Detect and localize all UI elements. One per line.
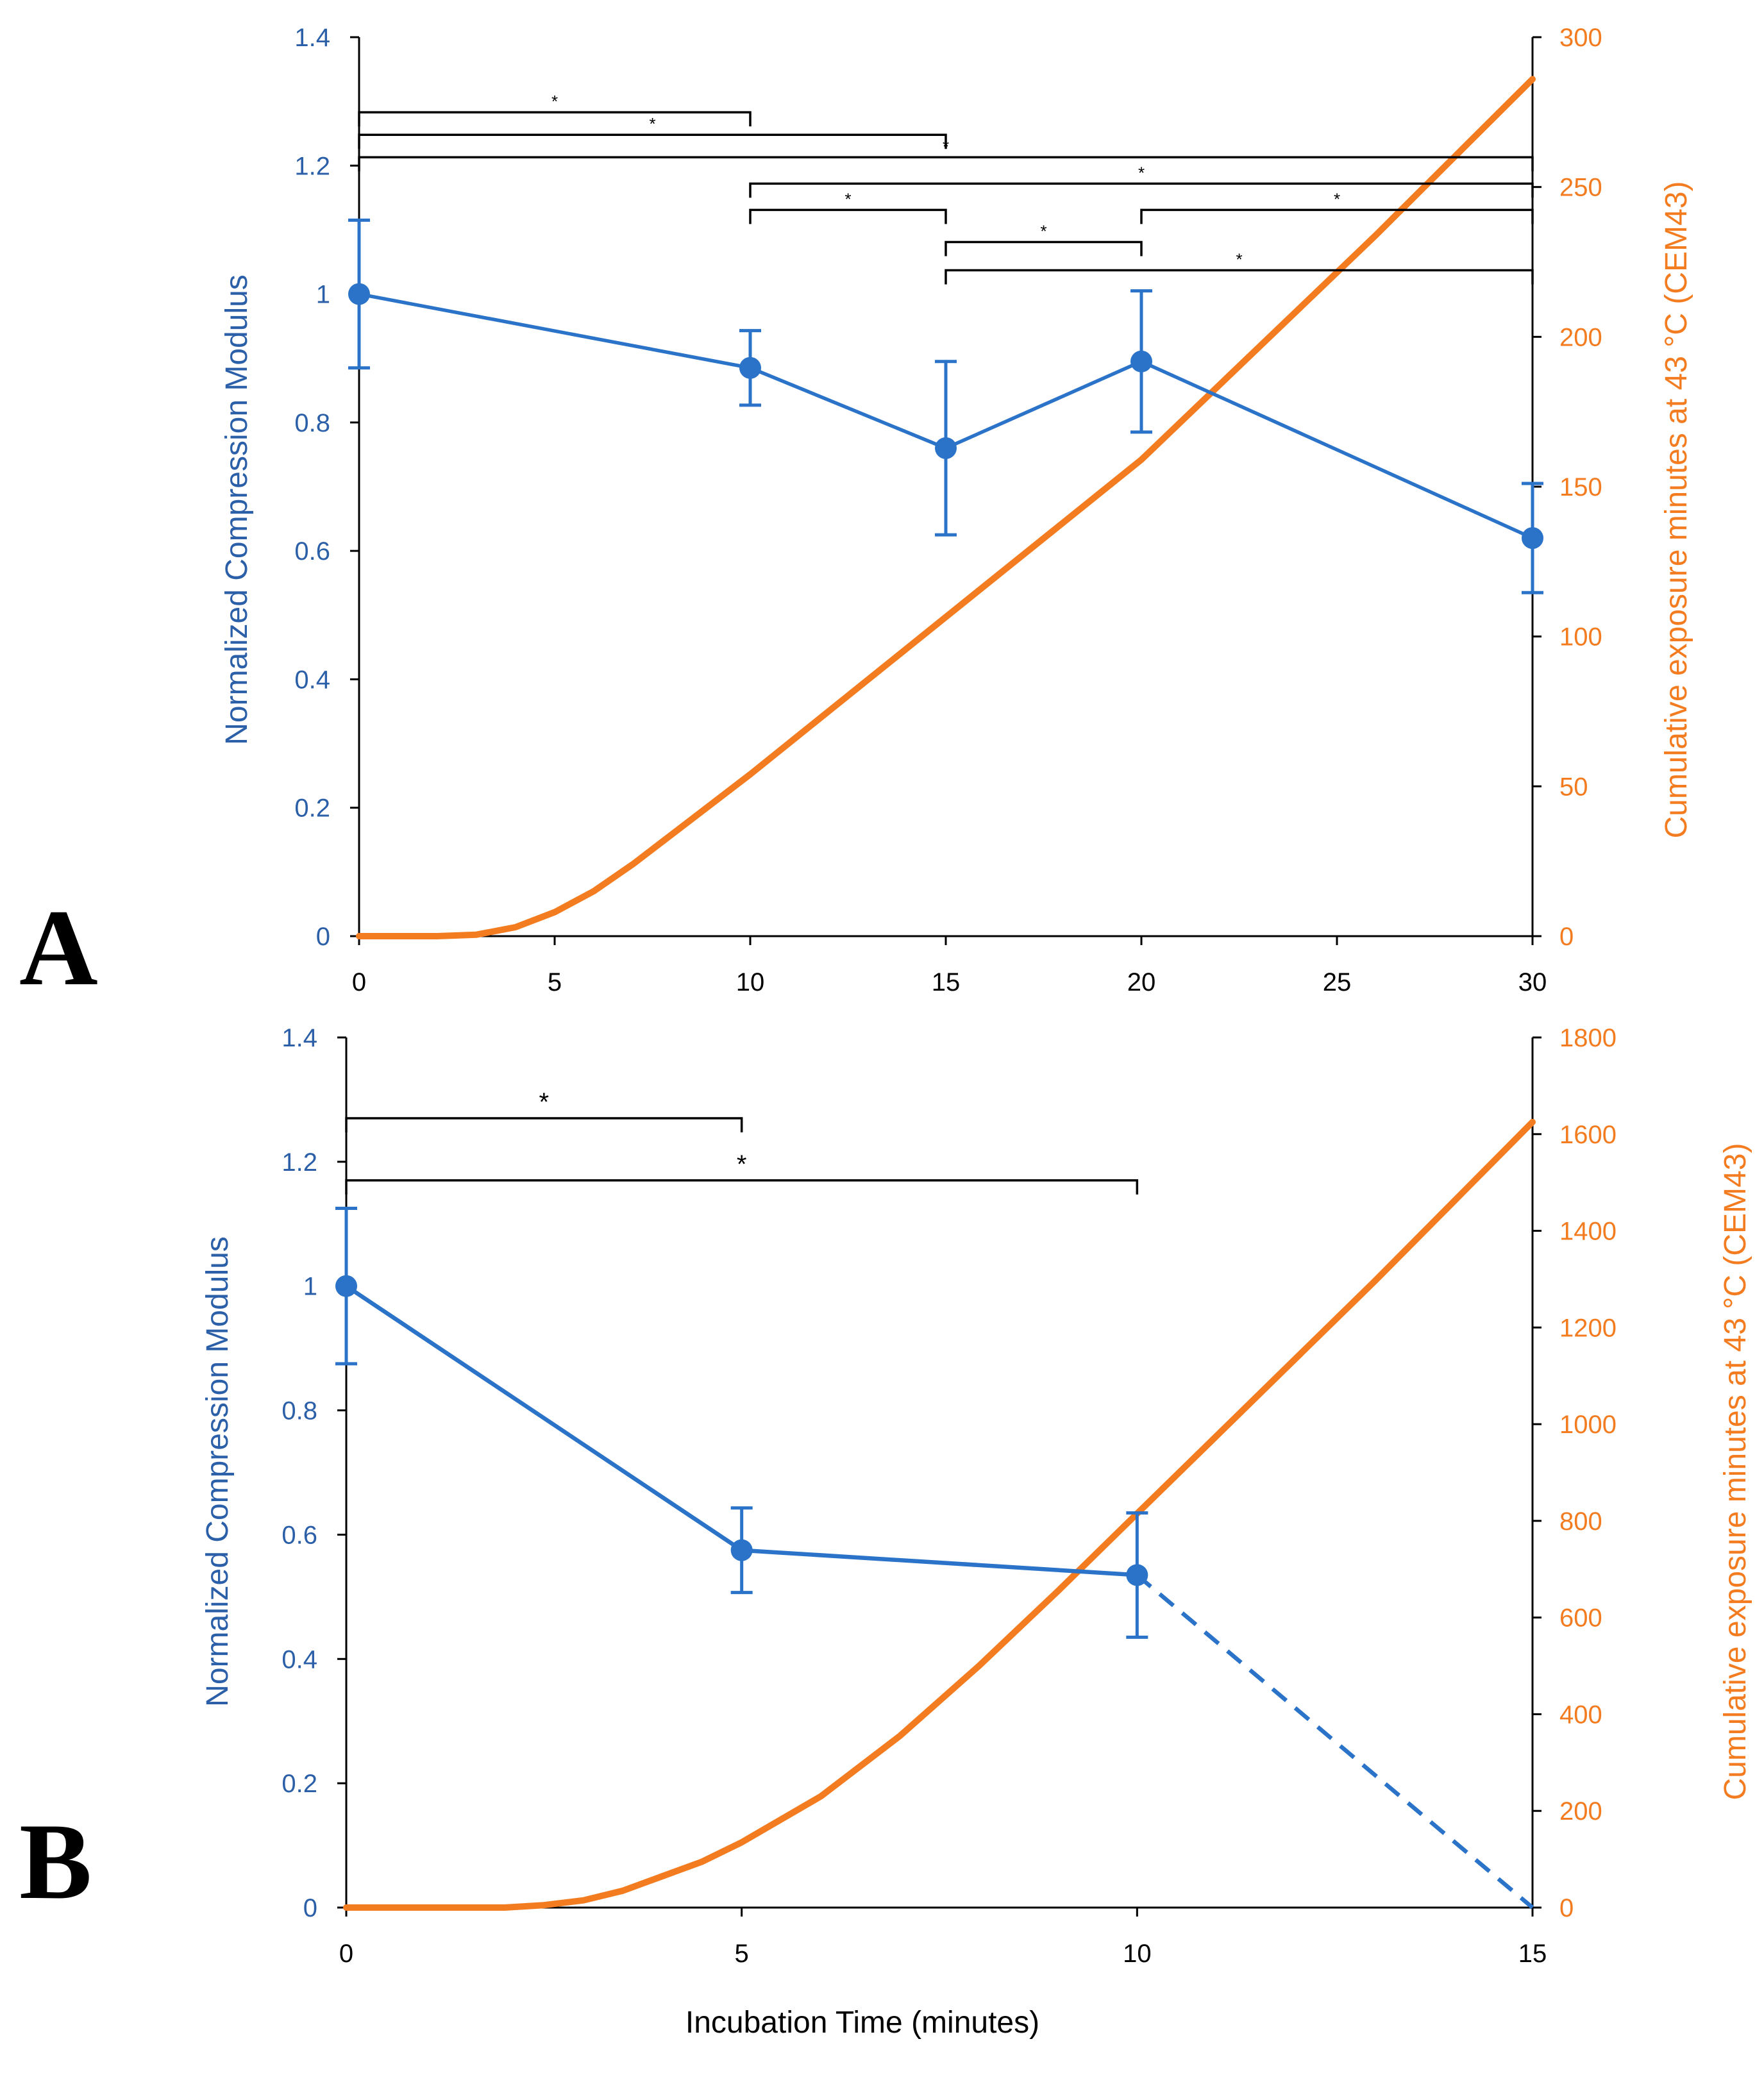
y-left-axis-title: Normalized Compression Modulus <box>220 274 254 745</box>
x-tick-label: 10 <box>1123 1940 1152 1968</box>
modulus-data-point <box>739 357 761 379</box>
y-right-tick-label: 300 <box>1559 24 1602 52</box>
y-left-tick-label: 1 <box>303 1273 317 1301</box>
y-right-tick-label: 250 <box>1559 174 1602 202</box>
significance-star: * <box>539 1088 550 1116</box>
x-tick-label: 15 <box>1518 1940 1547 1968</box>
significance-bracket <box>749 182 1534 198</box>
y-right-tick-label: 200 <box>1559 323 1602 351</box>
y-left-tick-label: 1.4 <box>281 1024 317 1052</box>
y-left-tick-label: 0.4 <box>294 666 330 694</box>
y-right-tick-label: 600 <box>1559 1604 1602 1632</box>
panel-a: 0 0.2 0.4 0.6 0.8 1 1.2 1.4 0 50 100 150 200 250 300 0 5… <box>19 24 1693 1008</box>
cem43-series-line <box>356 76 1536 939</box>
significance-bracket <box>358 133 947 149</box>
x-tick-label: 30 <box>1518 968 1547 996</box>
modulus-data-point <box>730 1539 753 1561</box>
y-right-tick-label: 0 <box>1559 923 1574 951</box>
significance-bracket <box>1140 208 1534 224</box>
panel-label: A <box>19 887 98 1008</box>
x-tick-label: 0 <box>339 1940 353 1968</box>
significance-bracket <box>945 269 1534 285</box>
y-left-axis-title: Normalized Compression Modulus <box>201 1236 235 1707</box>
x-tick-label: 20 <box>1127 968 1156 996</box>
modulus-data-point <box>335 1275 357 1297</box>
y-left-tick-label: 0.2 <box>281 1770 317 1798</box>
y-left-tick-label: 0.8 <box>281 1397 317 1425</box>
x-tick-label: 0 <box>352 968 366 996</box>
modulus-data-point <box>935 437 957 459</box>
significance-star: * <box>943 137 949 156</box>
x-tick-label: 25 <box>1323 968 1352 996</box>
significance-star: * <box>551 92 558 111</box>
y-right-tick-label: 1800 <box>1559 1024 1617 1052</box>
panel-b: 0 0.2 0.4 0.6 0.8 1 1.2 1.4 0 200 400 600 800 1000 120… <box>19 1024 1752 1968</box>
significance-bracket <box>358 111 752 127</box>
x-tick-label: 5 <box>548 968 562 996</box>
significance-star: * <box>844 189 851 208</box>
modulus-data-point <box>348 283 370 305</box>
significance-star: * <box>1334 189 1340 208</box>
y-right-tick-label: 50 <box>1559 773 1588 801</box>
y-left-tick-label: 0.4 <box>281 1645 317 1674</box>
y-right-tick-label: 1400 <box>1559 1218 1617 1246</box>
y-left-tick-label: 1.4 <box>294 24 330 52</box>
modulus-extrapolation-dashed-line <box>1136 1573 1534 1909</box>
y-left-tick-label: 0.6 <box>294 537 330 566</box>
x-tick-label: 15 <box>932 968 961 996</box>
y-right-axis-title: Cumulative exposure minutes at 43 °C (CE… <box>1659 181 1693 839</box>
y-right-tick-label: 150 <box>1559 473 1602 501</box>
y-left-tick-label: 0.8 <box>294 409 330 437</box>
y-right-tick-label: 200 <box>1559 1797 1602 1825</box>
y-left-tick-label: 1.2 <box>294 152 330 180</box>
y-left-tick-label: 0 <box>316 923 330 951</box>
y-left-tick-label: 1.2 <box>281 1148 317 1177</box>
y-left-tick-label: 0.2 <box>294 794 330 823</box>
y-right-tick-label: 400 <box>1559 1700 1602 1729</box>
y-right-tick-label: 100 <box>1559 623 1602 651</box>
modulus-data-point <box>1126 1564 1148 1586</box>
modulus-data-point <box>1522 527 1543 550</box>
panel-label: B <box>19 1801 92 1922</box>
x-tick-label: 10 <box>736 968 765 996</box>
cem43-series-line <box>343 1118 1536 1911</box>
y-right-tick-label: 1200 <box>1559 1314 1617 1342</box>
significance-bracket <box>345 1179 1139 1195</box>
modulus-data-point <box>1130 350 1152 373</box>
y-left-tick-label: 0 <box>303 1894 317 1922</box>
significance-bracket <box>749 208 947 224</box>
significance-star: * <box>649 114 655 133</box>
significance-star: * <box>1040 221 1046 240</box>
significance-bracket <box>345 1117 743 1133</box>
y-right-tick-label: 0 <box>1559 1894 1574 1922</box>
significance-bracket <box>945 240 1143 256</box>
x-axis-title: Incubation Time (minutes) <box>685 2006 1039 2040</box>
y-right-tick-label: 1600 <box>1559 1121 1617 1149</box>
x-tick-label: 5 <box>735 1940 749 1968</box>
significance-bracket <box>358 156 1534 172</box>
significance-star: * <box>1138 163 1145 182</box>
y-right-tick-label: 800 <box>1559 1507 1602 1536</box>
y-left-tick-label: 1 <box>316 281 330 309</box>
significance-star: * <box>1236 250 1242 269</box>
y-right-axis-title: Cumulative exposure minutes at 43 °C (CE… <box>1718 1143 1752 1800</box>
significance-star: * <box>737 1150 747 1179</box>
y-left-tick-label: 0.6 <box>281 1521 317 1549</box>
y-right-tick-label: 1000 <box>1559 1411 1617 1439</box>
